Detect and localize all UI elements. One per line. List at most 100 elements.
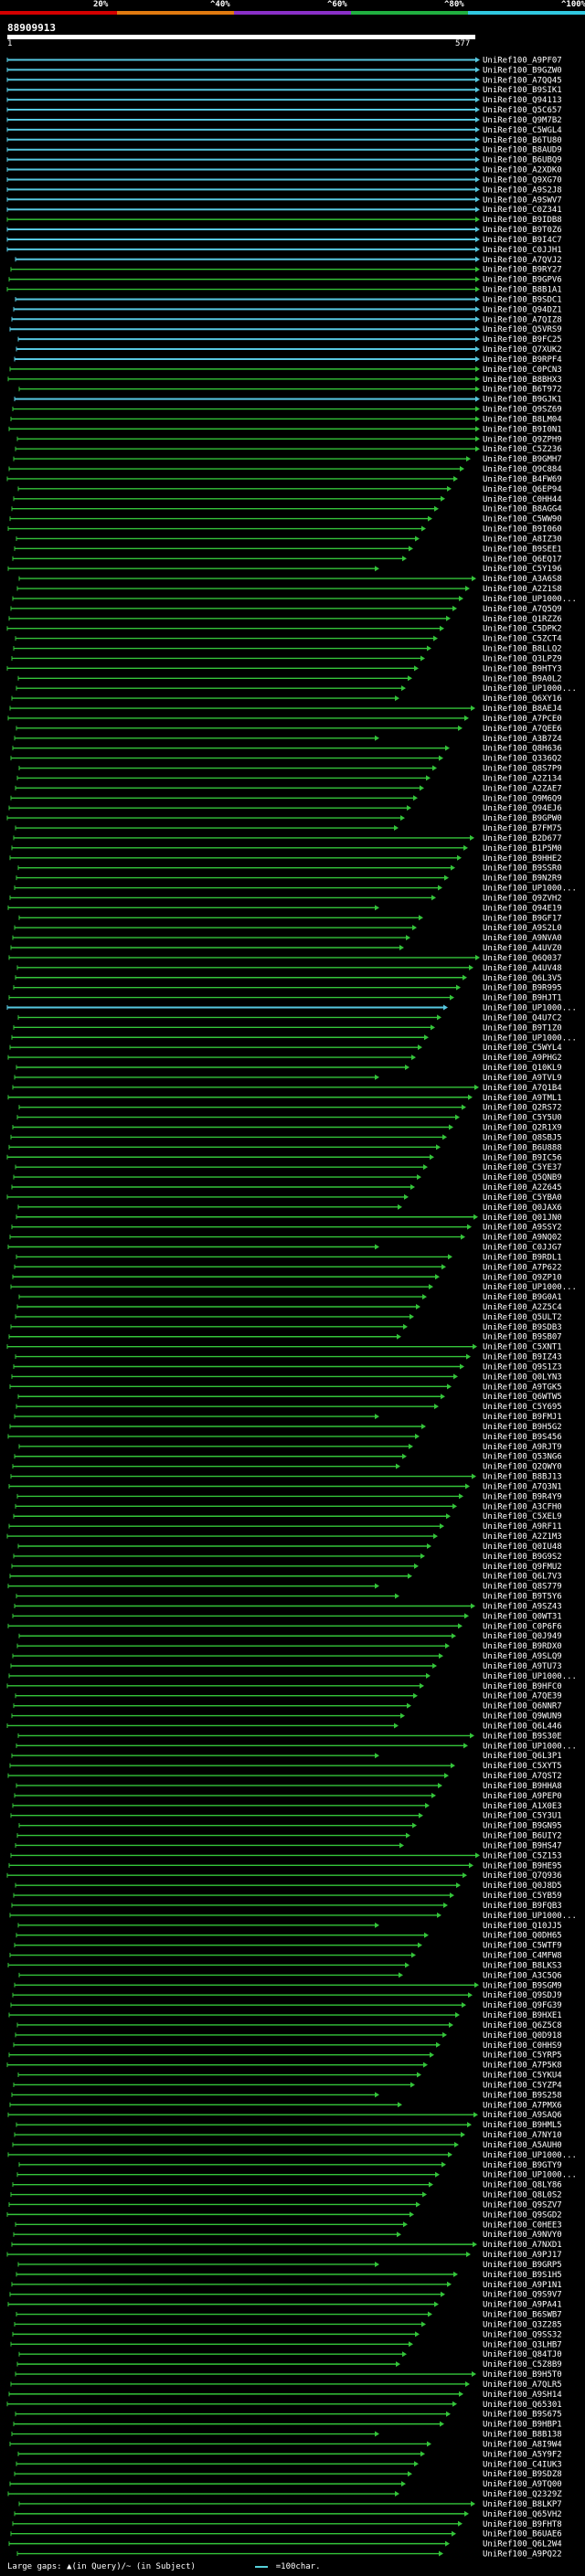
hit-label[interactable]: UniRef100_A8IZ30: [483, 535, 562, 544]
hit-label[interactable]: UniRef100_B9HHE2: [483, 854, 562, 864]
hit-label[interactable]: UniRef100_Q2QWY0: [483, 1463, 562, 1472]
hit-row[interactable]: UniRef100_C0Z341: [6, 206, 562, 215]
hit-row[interactable]: UniRef100_A9PF07: [6, 56, 562, 65]
hit-label[interactable]: UniRef100_C5XNT1: [483, 1343, 562, 1352]
hit-label[interactable]: UniRef100_C5Z153: [483, 1851, 562, 1860]
hit-row[interactable]: UniRef100_Q0DH65: [16, 1932, 562, 1941]
hit-label[interactable]: UniRef100_C5WTF9: [483, 1942, 562, 1951]
hit-label[interactable]: UniRef100_B8BJ13: [483, 1473, 562, 1482]
hit-label[interactable]: UniRef100_Q10KL9: [483, 1064, 562, 1073]
hit-label[interactable]: UniRef100_A9SH14: [483, 2390, 562, 2400]
hit-row[interactable]: UniRef100_Q2QWY0: [12, 1463, 562, 1472]
hit-row[interactable]: UniRef100_Q0JAX6: [17, 1203, 562, 1213]
hit-row[interactable]: UniRef100_C4IUK3: [16, 2460, 562, 2469]
hit-label[interactable]: UniRef100_A7QE39: [483, 1692, 562, 1701]
hit-label[interactable]: UniRef100_A2Z645: [483, 1183, 562, 1193]
hit-row[interactable]: UniRef100_C5YBA0: [6, 1193, 562, 1203]
hit-row[interactable]: UniRef100_B9HML5: [16, 2121, 562, 2130]
hit-label[interactable]: UniRef100_B9IDB8: [483, 216, 562, 225]
hit-label[interactable]: UniRef100_A2Z134: [483, 774, 562, 783]
hit-label[interactable]: UniRef100_A7NY10: [483, 2131, 562, 2140]
hit-label[interactable]: UniRef100_Q3LPZ9: [483, 654, 562, 663]
hit-label[interactable]: UniRef100_B9T1Z0: [483, 1023, 562, 1033]
hit-label[interactable]: UniRef100_Q53NG6: [483, 1453, 562, 1462]
hit-row[interactable]: UniRef100_A7Q5Q9: [10, 605, 562, 614]
hit-row[interactable]: UniRef100_B9HS47: [15, 1841, 562, 1850]
hit-label[interactable]: UniRef100_C5DPK2: [483, 625, 562, 634]
hit-row[interactable]: UniRef100_Q9M7B2: [6, 116, 562, 125]
hit-row[interactable]: UniRef100_B9RDX0: [16, 1642, 562, 1651]
hit-label[interactable]: UniRef100_A7P622: [483, 1263, 562, 1272]
hit-row[interactable]: UniRef100_A9SLQ9: [12, 1652, 562, 1661]
hit-row[interactable]: UniRef100_A9TVL9: [14, 1074, 562, 1083]
hit-row[interactable]: UniRef100_Q0J949: [18, 1632, 562, 1641]
hit-row[interactable]: UniRef100_A3CFH0: [15, 1502, 562, 1511]
hit-label[interactable]: UniRef100_B9RDX0: [483, 1642, 562, 1651]
hit-row[interactable]: UniRef100_C5XYT5: [9, 1762, 562, 1771]
hit-row[interactable]: UniRef100_A2Z134: [16, 774, 562, 783]
hit-row[interactable]: UniRef100_A7QST2: [7, 1772, 562, 1781]
hit-row[interactable]: UniRef100_A1X0E3: [12, 1802, 562, 1811]
hit-row[interactable]: UniRef100_Q84TJ0: [18, 2350, 562, 2359]
hit-label[interactable]: UniRef100_C5Z236: [483, 445, 562, 454]
hit-label[interactable]: UniRef100_UP1000...: [483, 1672, 577, 1681]
hit-label[interactable]: UniRef100_C5YBA0: [483, 1193, 562, 1203]
hit-row[interactable]: UniRef100_A2Z1M3: [6, 1532, 562, 1542]
hit-label[interactable]: UniRef100_A9TML1: [483, 1094, 562, 1103]
hit-row[interactable]: UniRef100_C5Z236: [15, 445, 562, 454]
hit-row[interactable]: UniRef100_UP1000...: [16, 1742, 577, 1751]
hit-row[interactable]: UniRef100_B9N2R9: [16, 875, 562, 884]
hit-row[interactable]: UniRef100_A3B7Z4: [14, 735, 562, 744]
hit-row[interactable]: UniRef100_B9S258: [11, 2091, 562, 2100]
hit-row[interactable]: UniRef100_A9TGK5: [9, 1383, 562, 1392]
hit-row[interactable]: UniRef100_B9HTY3: [6, 664, 562, 673]
hit-row[interactable]: UniRef100_B8B138: [11, 2431, 562, 2440]
hit-label[interactable]: UniRef100_Q2R1X9: [483, 1124, 562, 1133]
hit-row[interactable]: UniRef100_A7QE39: [15, 1692, 562, 1701]
hit-row[interactable]: UniRef100_C0HHS9: [13, 2041, 562, 2051]
hit-label[interactable]: UniRef100_A3A6S8: [483, 575, 562, 584]
hit-label[interactable]: UniRef100_Q1RZZ6: [483, 615, 562, 624]
hit-row[interactable]: UniRef100_B9HJT1: [8, 994, 562, 1003]
hit-row[interactable]: UniRef100_Q5C657: [6, 106, 562, 115]
hit-row[interactable]: UniRef100_Q9SDJ9: [12, 1991, 562, 2000]
hit-row[interactable]: UniRef100_B9FHT8: [12, 2520, 562, 2529]
hit-label[interactable]: UniRef100_Q0JAX6: [483, 1203, 562, 1213]
hit-row[interactable]: UniRef100_C5XEL9: [13, 1512, 562, 1521]
hit-row[interactable]: UniRef100_B9S1H5: [16, 2271, 562, 2280]
hit-label[interactable]: UniRef100_Q9S9V7: [483, 2291, 562, 2300]
hit-label[interactable]: UniRef100_B9N2R9: [483, 875, 562, 884]
hit-label[interactable]: UniRef100_Q9SDJ9: [483, 1991, 562, 2000]
hit-row[interactable]: UniRef100_A7Q1B4: [12, 1084, 562, 1093]
hit-label[interactable]: UniRef100_Q6L3V5: [483, 974, 562, 983]
hit-label[interactable]: UniRef100_A9PA41: [483, 2301, 562, 2310]
hit-row[interactable]: UniRef100_A9TU73: [10, 1662, 562, 1671]
hit-label[interactable]: UniRef100_A9SAQ6: [483, 2111, 562, 2120]
hit-row[interactable]: UniRef100_Q01JN0: [16, 1214, 562, 1223]
hit-label[interactable]: UniRef100_A2ZAE7: [483, 784, 562, 793]
hit-label[interactable]: UniRef100_Q3LHB7: [483, 2340, 562, 2349]
hit-label[interactable]: UniRef100_A9S2J8: [483, 186, 562, 195]
hit-label[interactable]: UniRef100_Q5QNB9: [483, 1173, 562, 1182]
hit-row[interactable]: UniRef100_Q2329Z: [7, 2490, 562, 2499]
hit-label[interactable]: UniRef100_C0PCN3: [483, 366, 562, 375]
hit-row[interactable]: UniRef100_Q10JJ5: [17, 1922, 562, 1931]
hit-label[interactable]: UniRef100_A7PMX6: [483, 2101, 562, 2110]
hit-label[interactable]: UniRef100_B1P5M0: [483, 844, 562, 853]
hit-row[interactable]: UniRef100_B6U888: [8, 1143, 562, 1152]
hit-row[interactable]: UniRef100_UP1000...: [16, 684, 577, 694]
hit-label[interactable]: UniRef100_B9SSR0: [483, 864, 562, 874]
hit-row[interactable]: UniRef100_B9GRP5: [17, 2261, 562, 2270]
hit-label[interactable]: UniRef100_A9SSY2: [483, 1224, 562, 1233]
hit-row[interactable]: UniRef100_B9FMJ1: [14, 1413, 562, 1422]
hit-label[interactable]: UniRef100_Q94113: [483, 96, 562, 105]
hit-label[interactable]: UniRef100_B9SDC1: [483, 295, 562, 304]
hit-label[interactable]: UniRef100_A1X0E3: [483, 1802, 562, 1811]
hit-label[interactable]: UniRef100_B9HBP1: [483, 2421, 562, 2430]
hit-row[interactable]: UniRef100_Q94E19: [7, 904, 562, 913]
hit-row[interactable]: UniRef100_Q9XG70: [6, 175, 562, 185]
hit-label[interactable]: UniRef100_A9PJ17: [483, 2251, 562, 2260]
hit-row[interactable]: UniRef100_A3A6S8: [18, 575, 562, 584]
hit-row[interactable]: UniRef100_Q10KL9: [16, 1064, 562, 1073]
hit-label[interactable]: UniRef100_A2Z5C4: [483, 1303, 562, 1312]
